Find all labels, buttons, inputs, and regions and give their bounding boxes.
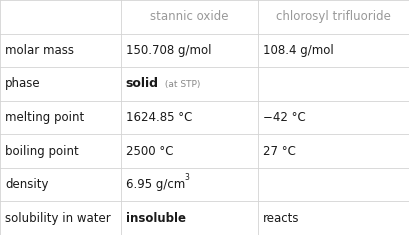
Text: stannic oxide: stannic oxide (150, 10, 228, 23)
Text: solubility in water: solubility in water (5, 212, 111, 225)
Text: 2500 °C: 2500 °C (126, 145, 173, 158)
Text: density: density (5, 178, 48, 191)
Text: boiling point: boiling point (5, 145, 79, 158)
Text: 6.95 g/cm: 6.95 g/cm (126, 178, 185, 191)
Text: 150.708 g/mol: 150.708 g/mol (126, 44, 211, 57)
Text: 3: 3 (185, 173, 190, 182)
Text: reacts: reacts (263, 212, 299, 225)
Text: melting point: melting point (5, 111, 84, 124)
Text: molar mass: molar mass (5, 44, 74, 57)
Text: solid: solid (126, 77, 159, 90)
Text: 27 °C: 27 °C (263, 145, 295, 158)
Text: phase: phase (5, 77, 40, 90)
Text: −42 °C: −42 °C (263, 111, 306, 124)
Text: 108.4 g/mol: 108.4 g/mol (263, 44, 333, 57)
Text: chlorosyl trifluoride: chlorosyl trifluoride (276, 10, 391, 23)
Text: 1624.85 °C: 1624.85 °C (126, 111, 192, 124)
Text: insoluble: insoluble (126, 212, 186, 225)
Text: (at STP): (at STP) (162, 80, 200, 90)
